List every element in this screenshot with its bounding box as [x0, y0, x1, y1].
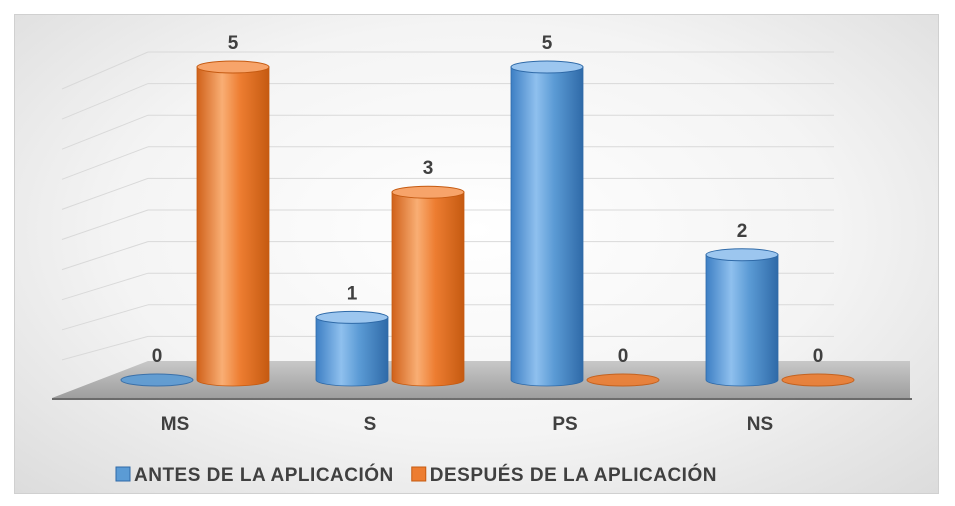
data-label: 5: [542, 33, 553, 54]
gridline: [61, 272, 149, 301]
bar-ns-series-2: [781, 373, 855, 387]
gridline: [61, 241, 149, 271]
gridline: [61, 51, 149, 90]
data-label: 0: [618, 346, 629, 367]
data-label: 2: [737, 221, 748, 242]
legend-swatch: [115, 466, 131, 482]
category-label: S: [364, 414, 377, 435]
gridline: [61, 304, 149, 331]
data-label: 3: [423, 158, 434, 179]
bar-ps-series-2: [586, 373, 660, 387]
gridline: [61, 335, 149, 361]
category-label: NS: [747, 414, 773, 435]
data-label: 0: [813, 346, 824, 367]
legend-label: ANTES DE LA APLICACIÓN: [134, 464, 394, 486]
gridline: [61, 114, 149, 150]
chart-frame: [14, 14, 939, 494]
bar-s-series-1: [315, 310, 389, 387]
legend-item-1: ANTES DE LA APLICACIÓN: [115, 464, 394, 486]
category-label: MS: [161, 414, 190, 435]
category-label: PS: [552, 414, 577, 435]
gridline: [61, 83, 149, 120]
bars: [120, 60, 855, 387]
data-labels: 0 1 5 2 5 3 0 0: [152, 33, 824, 367]
legend-label: DESPUÉS DE LA APLICACIÓN: [430, 464, 717, 486]
gridline: [61, 209, 149, 240]
category-axis: MS S PS NS: [161, 414, 773, 435]
bar-ns-series-1: [705, 248, 779, 387]
legend-item-2: DESPUÉS DE LA APLICACIÓN: [411, 464, 717, 486]
bar-ms-series-2: [196, 60, 270, 387]
legend: ANTES DE LA APLICACIÓN DESPUÉS DE LA APLI…: [115, 464, 717, 486]
gridline: [61, 177, 149, 210]
bar-ps-series-1: [510, 60, 584, 387]
data-label: 5: [228, 33, 239, 54]
data-label: 1: [347, 283, 358, 304]
bar-ms-series-1: [120, 373, 194, 387]
data-label: 0: [152, 346, 163, 367]
gridline: [61, 146, 149, 180]
bar-s-series-2: [391, 185, 465, 387]
legend-swatch: [411, 466, 427, 482]
